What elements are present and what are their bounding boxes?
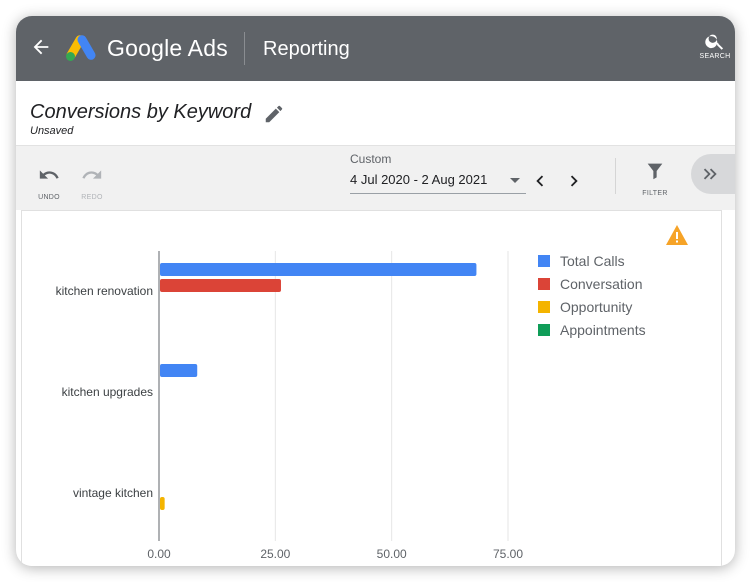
x-tick-label: 0.00 (147, 547, 171, 561)
chart-legend: Total Calls Conversation Opportunity Appoin… (538, 249, 646, 341)
category-label: kitchen upgrades (62, 385, 153, 399)
arrow-back-icon[interactable] (30, 36, 52, 58)
bar-total-calls[interactable] (160, 364, 198, 377)
dropdown-caret-icon (510, 178, 520, 183)
legend-item[interactable]: Opportunity (538, 295, 646, 318)
x-tick-label: 50.00 (377, 547, 407, 561)
filter-icon (647, 163, 663, 180)
brand-name: Google Ads (107, 35, 228, 61)
bar-chart: 0.00 25.00 50.00 75.00 kitchen renovation kit… (56, 251, 523, 561)
chevron-left-icon[interactable] (529, 170, 551, 192)
search-icon (705, 34, 724, 50)
report-title-area: Conversions by Keyword Unsaved (16, 81, 735, 146)
undo-icon (39, 170, 59, 179)
bar-opportunity[interactable] (160, 497, 165, 510)
filter-label: FILTER (642, 190, 668, 197)
report-toolbar: UNDO REDO Custom 4 Jul 2020 - 2 Aug 2021 (16, 146, 735, 210)
date-range-value: 4 Jul 2020 - 2 Aug 2021 (350, 172, 526, 194)
legend-item[interactable]: Total Calls (538, 249, 646, 272)
report-status: Unsaved (30, 125, 74, 137)
legend-swatch (538, 323, 550, 336)
legend-item[interactable]: Appointments (538, 318, 646, 341)
x-tick-label: 25.00 (260, 547, 290, 561)
search-label: SEARCH (699, 53, 731, 60)
app-window: Google Ads Reporting SEARCH Conversions … (16, 16, 735, 566)
chevron-right-icon[interactable] (563, 170, 585, 192)
x-tick-label: 75.00 (493, 547, 523, 561)
pencil-icon[interactable] (263, 103, 285, 125)
google-ads-logo (66, 35, 96, 61)
date-range-caption: Custom (350, 152, 392, 166)
search-button[interactable]: SEARCH (695, 28, 735, 68)
bar-total-calls[interactable] (160, 263, 477, 276)
app-header: Google Ads Reporting SEARCH (16, 16, 735, 81)
category-label: vintage kitchen (73, 486, 153, 500)
section-title: Reporting (263, 38, 350, 60)
header-divider (244, 32, 245, 65)
legend-swatch (538, 277, 550, 290)
undo-button[interactable]: UNDO (32, 164, 66, 201)
legend-label: Opportunity (560, 298, 633, 315)
undo-label: UNDO (38, 194, 60, 201)
expand-panel-button[interactable] (691, 154, 735, 194)
report-title: Conversions by Keyword (30, 101, 252, 123)
legend-item[interactable]: Conversation (538, 272, 646, 295)
redo-icon (82, 170, 102, 179)
warning-icon[interactable] (665, 224, 689, 246)
legend-label: Appointments (560, 321, 646, 338)
legend-label: Conversation (560, 275, 643, 292)
chart-panel: 0.00 25.00 50.00 75.00 kitchen renovation kit… (21, 210, 722, 566)
bar-conversation[interactable] (160, 279, 281, 292)
legend-label: Total Calls (560, 252, 625, 269)
legend-swatch (538, 300, 550, 313)
double-chevron-right-icon (703, 168, 717, 180)
legend-swatch (538, 254, 550, 267)
redo-button[interactable]: REDO (75, 164, 109, 201)
category-label: kitchen renovation (56, 284, 153, 298)
toolbar-divider (615, 158, 616, 194)
redo-label: REDO (81, 194, 103, 201)
date-range-picker[interactable]: Custom 4 Jul 2020 - 2 Aug 2021 (350, 152, 526, 194)
date-range-text: 4 Jul 2020 - 2 Aug 2021 (350, 172, 488, 187)
filter-button[interactable]: FILTER (638, 160, 672, 197)
